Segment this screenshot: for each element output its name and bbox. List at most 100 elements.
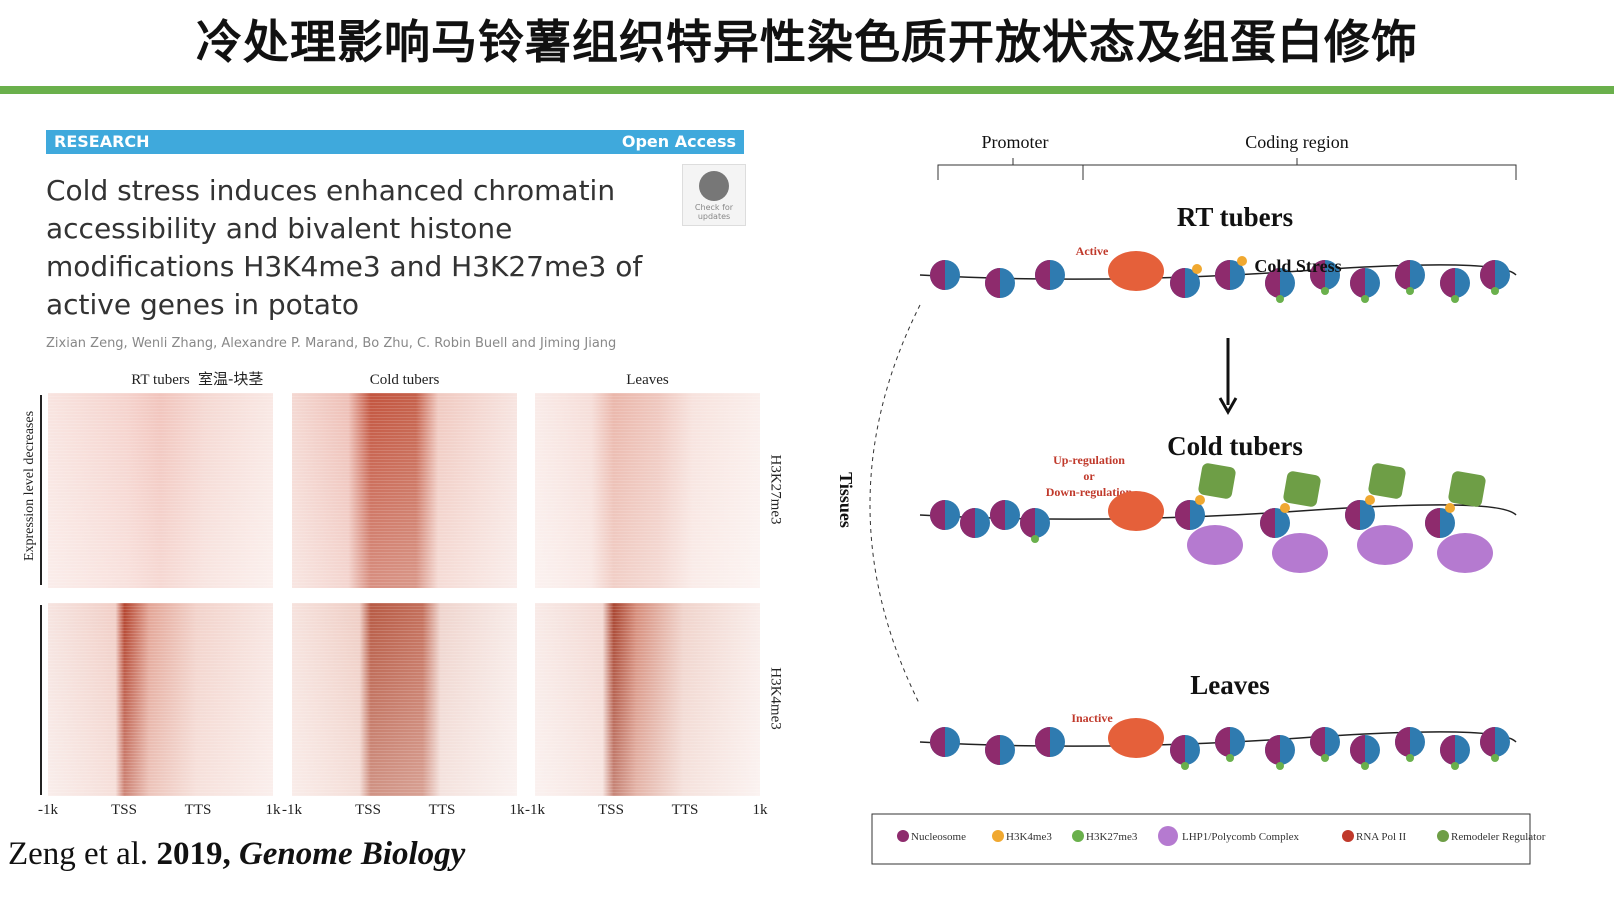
cite-authors: Zeng et al.: [8, 836, 149, 872]
nucleosome-half: [990, 500, 1005, 530]
nucleosome: [1170, 264, 1202, 298]
state-label: Active: [1076, 244, 1109, 258]
nucleosome-half: [1035, 260, 1050, 290]
remodeler: [1448, 471, 1486, 507]
row-label: H3K4me3: [767, 666, 784, 730]
tissue-arc: [869, 304, 921, 706]
legend-label: Nucleosome: [911, 831, 966, 843]
title-rule: [0, 86, 1614, 94]
region-label: Coding region: [1245, 132, 1349, 152]
nucleosome-half: [1310, 727, 1325, 757]
rna-pol: [1108, 491, 1164, 531]
nucleosome: [1480, 260, 1510, 295]
h3k27me3: [1406, 287, 1414, 295]
region-label: Promoter: [982, 132, 1049, 152]
nucleosome: [1350, 735, 1380, 770]
nucleosome-half: [930, 500, 945, 530]
nucleosome-half: [930, 260, 945, 290]
nucleosome: [1345, 463, 1413, 565]
badge-text: Check for updates: [694, 203, 734, 221]
heatmap-panel: [535, 603, 760, 796]
x-tick-label: TTS: [671, 802, 699, 818]
nucleosome-half: [1480, 260, 1495, 290]
citation: Zeng et al. 2019, Genome Biology: [8, 836, 465, 873]
nucleosome-half: [1345, 500, 1360, 530]
y-label: Expression level decreases: [22, 410, 37, 562]
legend-label: LHP1/Polycomb Complex: [1182, 831, 1300, 843]
nucleosome-half: [1395, 260, 1410, 290]
nucleosome: [985, 735, 1015, 765]
state-label: Up-regulation: [1053, 453, 1125, 467]
nucleosome-half: [1480, 727, 1495, 757]
section: RESEARCH: [54, 132, 150, 151]
nucleosome-half: [1425, 508, 1440, 538]
nucleosome: [1480, 727, 1510, 762]
polycomb: [1187, 525, 1243, 565]
polycomb: [1357, 525, 1413, 565]
legend-icon: [1072, 830, 1084, 842]
column-label: RT tubers: [131, 372, 190, 388]
nucleosome: [1265, 268, 1295, 303]
panel-title: RT tubers: [1177, 202, 1293, 232]
h3k4me3: [1192, 264, 1202, 274]
nucleosome-half: [1170, 735, 1185, 765]
remodeler: [1283, 471, 1321, 507]
h3k27me3: [1276, 295, 1284, 303]
nucleosome: [1215, 256, 1247, 290]
nucleosome: [1310, 260, 1340, 295]
h3k4me3: [1195, 495, 1205, 505]
legend-label: H3K4me3: [1006, 831, 1052, 843]
paper-banner: RESEARCH Open Access: [46, 130, 744, 154]
h3k27me3: [1451, 295, 1459, 303]
nucleosome: [930, 500, 960, 530]
nucleosome: [1035, 727, 1065, 757]
remodeler: [1368, 463, 1406, 499]
rna-pol: [1108, 251, 1164, 291]
legend-label: RNA Pol II: [1356, 831, 1406, 843]
h3k27me3: [1181, 762, 1189, 770]
heatmap-panel: [292, 393, 517, 588]
cite-year: 2019,: [156, 836, 231, 872]
h3k27me3: [1226, 754, 1234, 762]
polycomb: [1272, 533, 1328, 573]
x-tick-label: TSS: [111, 802, 137, 818]
h3k27me3: [1321, 754, 1329, 762]
rna-pol: [1108, 718, 1164, 758]
nucleosome: [1170, 735, 1200, 770]
axis-arrow: [40, 605, 42, 795]
nucleosome: [960, 508, 990, 538]
h3k27me3: [1491, 287, 1499, 295]
legend-icon: [897, 830, 909, 842]
x-tick-label: TSS: [355, 802, 381, 818]
x-tick-label: TTS: [184, 802, 212, 818]
h3k27me3: [1321, 287, 1329, 295]
h3k4me3: [1445, 503, 1455, 513]
model-diagram: Promoter Coding region RT tubers Active Cold…: [836, 132, 1546, 865]
x-tick-label: 1k: [752, 802, 768, 818]
nucleosome-half: [1440, 735, 1455, 765]
nucleosome: [990, 500, 1020, 530]
x-tick-label: TSS: [598, 802, 624, 818]
nucleosome-half: [1440, 268, 1455, 298]
access: Open Access: [621, 132, 736, 151]
h3k27me3: [1491, 754, 1499, 762]
x-tick-label: 1k: [265, 802, 281, 818]
nucleosome: [1440, 735, 1470, 770]
x-tick-label: 1k: [509, 802, 525, 818]
nucleosome-half: [1265, 268, 1280, 298]
nucleosome-half: [1020, 508, 1035, 538]
nucleosome: [930, 260, 960, 290]
heatmap-panel: [535, 393, 760, 588]
nucleosome-half: [985, 735, 1000, 765]
authors: Zixian Zeng, Wenli Zhang, Alexandre P. M…: [46, 336, 617, 351]
heatmap-panel: [48, 393, 273, 588]
x-tick-label: TTS: [428, 802, 456, 818]
nucleosome: [1310, 727, 1340, 762]
h3k4me3: [1365, 495, 1375, 505]
nucleosome-half: [960, 508, 975, 538]
legend-icon: [1342, 830, 1354, 842]
legend-label: H3K27me3: [1086, 831, 1138, 843]
nucleosome-half: [1035, 727, 1050, 757]
nucleosome: [1440, 268, 1470, 303]
